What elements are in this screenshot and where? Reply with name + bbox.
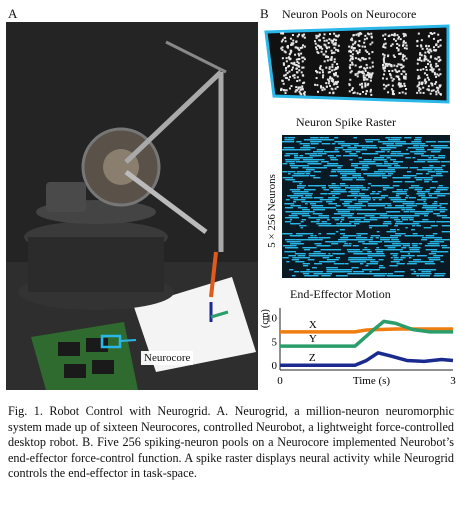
neuron-pool: [382, 32, 408, 96]
x-tick-label: 0: [277, 375, 283, 387]
neuron-pool: [280, 32, 306, 96]
spike-raster-image: [282, 135, 450, 278]
y-axis-label: (cm): [260, 309, 271, 328]
raster-title: Neuron Spike Raster: [296, 115, 396, 129]
motion-title: End-Effector Motion: [290, 287, 391, 301]
neuron-pool: [416, 32, 442, 96]
panel-b-label: B: [260, 6, 269, 21]
series-label: X: [309, 319, 317, 331]
robot-photo: Neurocore: [6, 22, 258, 390]
x-tick-label: 3: [450, 375, 456, 387]
neuron-pools-image: [264, 24, 450, 104]
pool-title: Neuron Pools on Neurocore: [282, 7, 417, 21]
series-label: Z: [309, 352, 316, 364]
panel-a-label: A: [8, 6, 18, 21]
robot-illustration: [6, 22, 258, 390]
y-tick-label: 5: [272, 336, 278, 348]
series-line-y: [280, 319, 453, 348]
neuron-pool: [348, 32, 374, 96]
figure-caption: Fig. 1. Robot Control with Neurogrid. A.…: [8, 404, 454, 480]
series-line-z: [280, 351, 454, 367]
neurocore-annotation: Neurocore: [141, 351, 194, 365]
x-axis-label: Time (s): [353, 375, 391, 387]
y-tick-label: 10: [266, 313, 278, 325]
neuron-pool: [314, 32, 340, 95]
raster-y-label: 5 × 256 Neurons: [266, 174, 278, 248]
y-tick-label: 0: [272, 360, 278, 372]
end-effector-motion-chart: 10 5 0 (cm) 0 3 Time (s) XYZ: [260, 308, 456, 387]
series-label: Y: [309, 333, 317, 345]
